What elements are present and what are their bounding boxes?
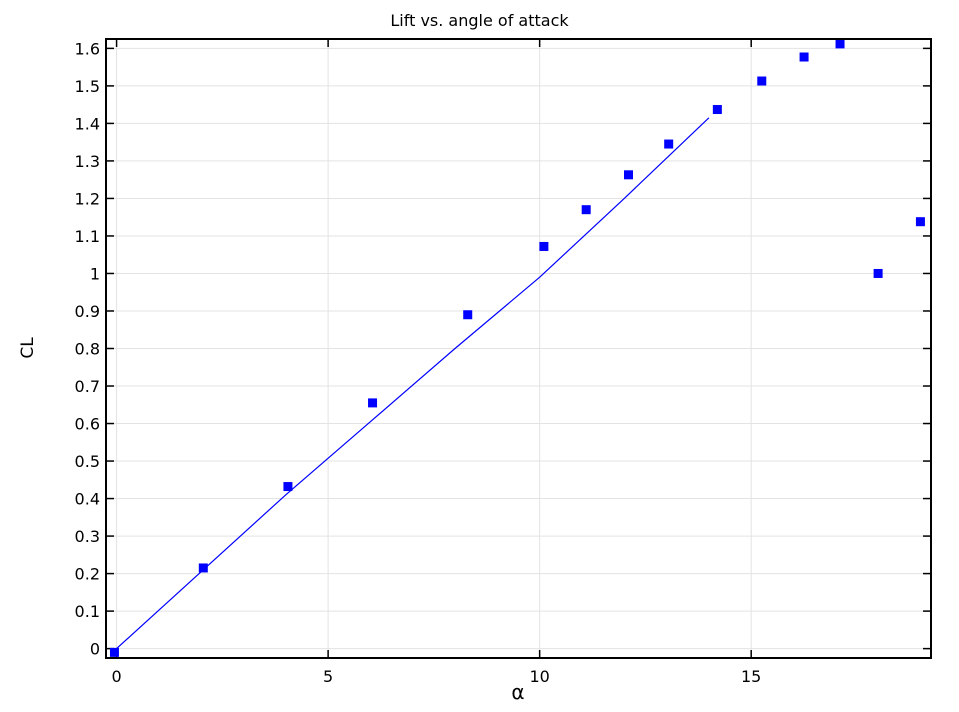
plot-frame [105, 38, 932, 659]
data-point [873, 268, 883, 278]
data-point [799, 52, 809, 62]
data-point [915, 217, 925, 227]
data-point [539, 241, 549, 251]
data-point [283, 482, 293, 492]
tick-layer: 0 5 10 15 0 0.1 0.2 0.3 0.4 0.5 0.6 0.7 0.8 0.9 1 1.1 1.… [75, 39, 931, 686]
y-tick-label: 1.1 [75, 227, 100, 246]
x-tick-label: 15 [741, 667, 761, 686]
x-axis-label: α [511, 680, 525, 704]
y-tick-label: 0.6 [75, 415, 100, 434]
grid-layer [106, 39, 931, 658]
y-tick-label: 1.2 [75, 189, 100, 208]
y-tick-label: 0.5 [75, 452, 100, 471]
y-axis-label: CL [18, 337, 38, 359]
data-point [198, 563, 208, 573]
data-point [368, 398, 378, 408]
data-point [757, 76, 767, 86]
y-tick-label: 0.2 [75, 565, 100, 584]
y-tick-label: 1 [90, 264, 100, 283]
y-tick-label: 0.9 [75, 302, 100, 321]
x-tick-label: 0 [111, 667, 121, 686]
y-tick-label: 0.7 [75, 377, 100, 396]
y-tick-label: 0.1 [75, 602, 100, 621]
y-tick-label: 0 [90, 640, 100, 659]
y-tick-label: 1.5 [75, 77, 100, 96]
y-tick-label: 1.6 [75, 39, 100, 58]
y-tick-label: 0.4 [75, 490, 100, 509]
fit-line [111, 117, 710, 654]
series-layer [109, 39, 925, 657]
y-tick-label: 0.8 [75, 340, 100, 359]
data-point [712, 105, 722, 115]
x-tick-label: 5 [323, 667, 333, 686]
data-point [664, 139, 674, 149]
data-point [109, 647, 119, 657]
y-tick-label: 1.4 [75, 114, 100, 133]
data-point [581, 205, 591, 215]
x-tick-label: 10 [529, 667, 549, 686]
data-point [624, 170, 633, 180]
y-tick-label: 0.3 [75, 527, 100, 546]
chart-title: Lift vs. angle of attack [390, 11, 569, 30]
data-point [835, 39, 845, 49]
y-tick-label: 1.3 [75, 152, 100, 171]
data-point [463, 310, 473, 320]
